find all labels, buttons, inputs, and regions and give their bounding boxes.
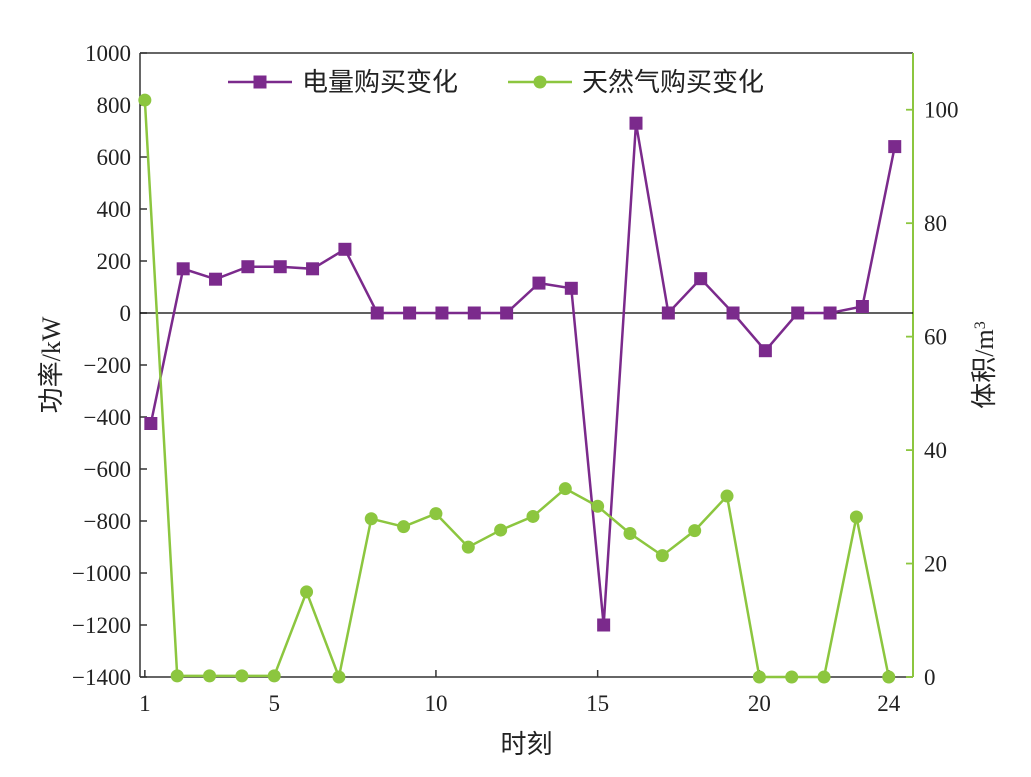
- data-point: [370, 306, 384, 320]
- y-axis-right-title-sup: 3: [972, 321, 989, 329]
- legend-label: 天然气购买变化: [582, 68, 764, 98]
- data-point: [273, 260, 287, 274]
- data-point: [338, 242, 352, 256]
- data-point: [235, 669, 249, 683]
- series-line: [149, 122, 896, 626]
- data-point: [720, 489, 734, 503]
- data-point: [688, 524, 702, 538]
- data-point: [823, 306, 837, 320]
- y-right-tick-label: 40: [924, 438, 947, 463]
- data-point: [467, 306, 481, 320]
- legend-marker: [533, 75, 547, 89]
- data-point: [300, 585, 314, 599]
- data-point: [817, 670, 831, 684]
- axes: 10008006004002000−200−400−600−800−1000−1…: [72, 41, 958, 716]
- y-left-tick-label: −1000: [72, 561, 131, 586]
- data-point: [241, 260, 255, 274]
- data-point: [176, 262, 190, 276]
- x-tick-label: 10: [424, 691, 447, 716]
- data-point: [429, 507, 443, 521]
- y-axis-right-title: 体积/m3: [970, 321, 999, 408]
- y-left-tick-label: −200: [84, 353, 131, 378]
- x-tick-label: 5: [268, 691, 280, 716]
- data-point: [170, 669, 184, 683]
- data-point: [855, 300, 869, 313]
- data-point: [791, 306, 805, 320]
- data-point: [694, 272, 708, 286]
- legend-marker: [253, 75, 267, 89]
- data-point: [526, 509, 540, 523]
- data-point: [306, 262, 320, 276]
- legend-label: 电量购买变化: [302, 68, 458, 98]
- series-1: [144, 116, 902, 632]
- data-point: [558, 482, 572, 496]
- y-left-tick-label: −600: [84, 457, 131, 482]
- x-tick-label: 1: [139, 691, 151, 716]
- y-axis-right-title-main: 体积/m: [970, 329, 999, 408]
- y-right-tick-label: 0: [924, 665, 936, 690]
- data-point: [849, 510, 863, 524]
- data-point: [629, 116, 643, 130]
- data-point: [655, 549, 669, 563]
- y-left-tick-label: 1000: [85, 41, 131, 66]
- data-point: [726, 306, 740, 320]
- data-point: [623, 526, 637, 540]
- y-left-tick-label: −1400: [72, 665, 131, 690]
- data-point: [785, 670, 799, 684]
- data-point: [138, 93, 152, 107]
- x-tick-label: 24: [877, 691, 901, 716]
- data-point: [144, 417, 158, 430]
- y-left-tick-label: 600: [97, 145, 132, 170]
- x-tick-label: 15: [586, 691, 609, 716]
- y-left-tick-label: 0: [120, 301, 132, 326]
- y-right-tick-label: 80: [924, 211, 947, 236]
- data-point: [500, 306, 514, 320]
- data-point: [882, 670, 896, 684]
- series-2: [138, 93, 896, 684]
- data-point: [332, 670, 346, 684]
- y-left-tick-label: −1200: [72, 613, 131, 638]
- data-point: [752, 670, 766, 684]
- series-layer: [138, 93, 902, 684]
- y-left-tick-label: 400: [97, 197, 132, 222]
- data-point: [564, 281, 578, 295]
- series-line: [143, 100, 890, 682]
- data-point: [494, 523, 508, 537]
- x-tick-label: 20: [748, 691, 771, 716]
- x-axis-title: 时刻: [500, 730, 552, 759]
- data-point: [403, 306, 417, 320]
- data-point: [461, 540, 475, 554]
- data-point: [597, 618, 611, 632]
- data-point: [203, 669, 217, 683]
- data-point: [661, 306, 675, 320]
- y-left-tick-label: 800: [97, 93, 132, 118]
- data-point: [435, 306, 449, 320]
- y-left-tick-label: 200: [97, 249, 132, 274]
- legend: 电量购买变化 天然气购买变化: [228, 68, 764, 98]
- y-right-tick-label: 60: [924, 325, 947, 350]
- data-point: [209, 272, 223, 286]
- y-left-tick-label: −800: [84, 509, 131, 534]
- y-axis-left-title: 功率/kW: [37, 316, 66, 413]
- y-right-tick-label: 20: [924, 552, 947, 577]
- data-point: [532, 276, 546, 290]
- y-left-tick-label: −400: [84, 405, 131, 430]
- data-point: [888, 140, 902, 154]
- data-point: [397, 520, 411, 534]
- y-right-tick-label: 100: [924, 98, 959, 123]
- data-point: [364, 512, 378, 526]
- data-point: [267, 669, 281, 683]
- data-point: [758, 344, 772, 358]
- data-point: [591, 499, 605, 513]
